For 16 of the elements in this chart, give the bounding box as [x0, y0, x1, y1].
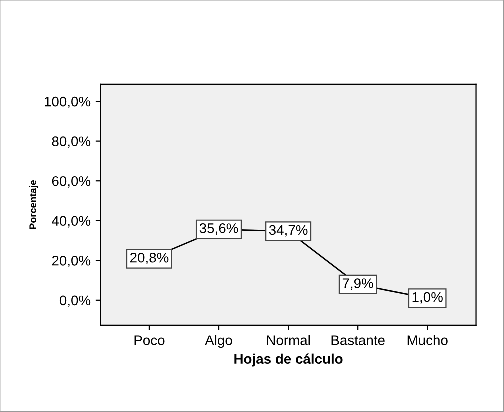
data-label: 34,7%	[269, 225, 308, 237]
y-tick-label: 80,0%	[52, 136, 91, 148]
x-tick-label: Mucho	[408, 335, 448, 346]
y-tick-label: 20,0%	[52, 256, 91, 268]
x-tick-label: Algo	[205, 335, 232, 348]
y-tick-label: 40,0%	[52, 216, 91, 228]
x-tick-label: Bastante	[332, 336, 385, 346]
x-tick-label: Normal	[267, 335, 310, 346]
data-label: 20,8%	[130, 252, 169, 264]
x-tick-label: Poco	[134, 336, 165, 346]
y-axis-title: Porcentaje	[29, 180, 38, 230]
data-label: 35,6%	[200, 224, 238, 235]
y-tick-label: 100,0%	[45, 96, 91, 108]
y-tick-label: 60,0%	[52, 176, 91, 188]
x-axis-title: Hojas de cálculo	[234, 354, 343, 367]
y-tick-label: 0,0%	[60, 296, 91, 308]
